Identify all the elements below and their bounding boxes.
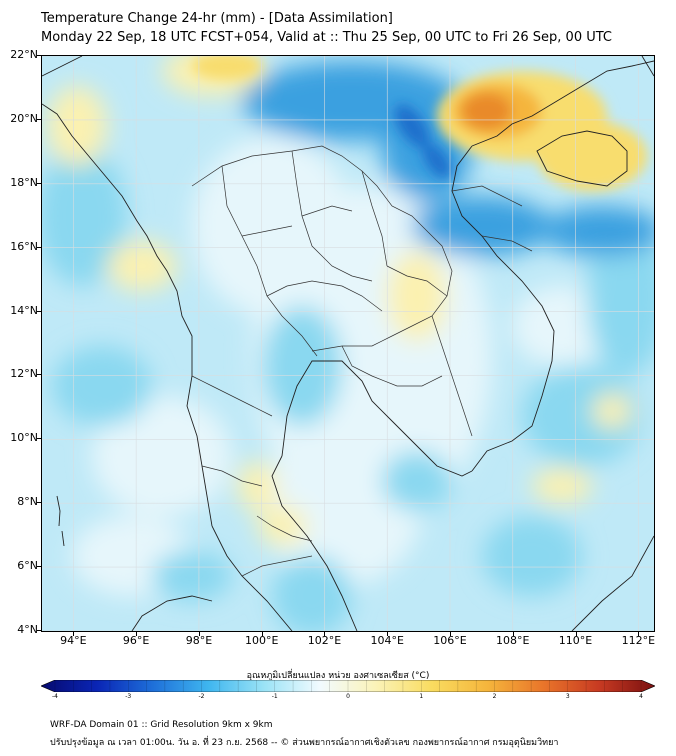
footer-credit: ปรับปรุงข้อมูล ณ เวลา 01:00น. วัน อ. ที่…: [50, 738, 559, 748]
anomaly-field: [42, 56, 654, 631]
lat-label: 6°N: [17, 559, 38, 573]
lat-label: 18°N: [10, 175, 38, 189]
lat-tick: [37, 630, 41, 631]
colorbar: [41, 680, 655, 692]
lat-label: 10°N: [10, 431, 38, 445]
lat-tick: [37, 566, 41, 568]
lat-label: 16°N: [10, 239, 38, 253]
map-panel: [41, 55, 655, 632]
chart-subtitle: Monday 22 Sep, 18 UTC FCST+054, Valid at…: [41, 30, 612, 45]
lat-label: 8°N: [17, 495, 38, 509]
lat-tick: [37, 310, 41, 312]
lon-tick: [136, 632, 138, 636]
colorbar-tick-label: -2: [198, 693, 205, 700]
lat-tick: [37, 502, 41, 504]
lon-tick: [387, 632, 389, 636]
colorbar-tick-label: 3: [565, 693, 570, 700]
lat-tick: [37, 246, 41, 248]
lat-lon-grid: [42, 56, 654, 631]
colorbar-tick-label: 2: [492, 693, 497, 700]
chart-title: Temperature Change 24-hr (mm) - [Data As…: [41, 11, 393, 26]
cold-anomaly-core: [394, 104, 452, 179]
lon-label: 106°E: [433, 634, 467, 647]
colorbar-tick-label: 1: [419, 693, 424, 700]
lat-tick: [37, 55, 41, 56]
lon-tick: [261, 632, 263, 636]
lon-tick: [450, 632, 451, 636]
lon-label: 94°E: [60, 634, 87, 647]
lon-tick: [512, 632, 514, 636]
lat-label: 4°N: [17, 623, 38, 636]
lon-tick: [198, 632, 200, 636]
lon-label: 104°E: [370, 634, 404, 647]
lat-label: 14°N: [10, 303, 38, 317]
lon-label: 98°E: [185, 634, 213, 647]
lon-tick: [73, 632, 75, 636]
colorbar-tick-label: -3: [125, 693, 132, 700]
lat-tick: [37, 118, 41, 120]
lat-tick: [37, 374, 41, 376]
lon-tick: [324, 632, 326, 636]
colorbar-tick-label: -4: [52, 693, 58, 700]
warm-anomaly-core: [192, 56, 647, 191]
lon-label: 110°E: [558, 634, 593, 647]
footer-model-info: WRF-DA Domain 01 :: Grid Resolution 9km …: [50, 720, 273, 730]
coastlines-and-borders: [42, 56, 654, 631]
lat-label: 22°N: [10, 48, 38, 61]
lon-label: 112°E: [621, 634, 656, 647]
colorbar-tick-label: 4: [639, 693, 643, 700]
colorbar-tick-label: -1: [271, 693, 278, 700]
lon-tick: [575, 632, 577, 636]
temperature-change-map: [42, 56, 654, 631]
lon-tick: [638, 632, 640, 636]
colorbar-title: อุณหภูมิเปลี่ยนแปลง หน่วย องศาเซลเซียส (…: [246, 671, 430, 681]
lon-label: 102°E: [307, 634, 342, 647]
provincial-borders: [191, 145, 533, 577]
lon-label: 108°E: [496, 634, 530, 647]
lat-label: 20°N: [10, 111, 38, 125]
lon-label: 100°E: [244, 634, 279, 647]
colorbar-tick-label: 0: [346, 693, 350, 700]
lat-label: 12°N: [10, 367, 38, 381]
lon-label: 96°E: [122, 634, 150, 647]
lat-tick: [37, 182, 41, 184]
lat-tick: [37, 438, 41, 440]
